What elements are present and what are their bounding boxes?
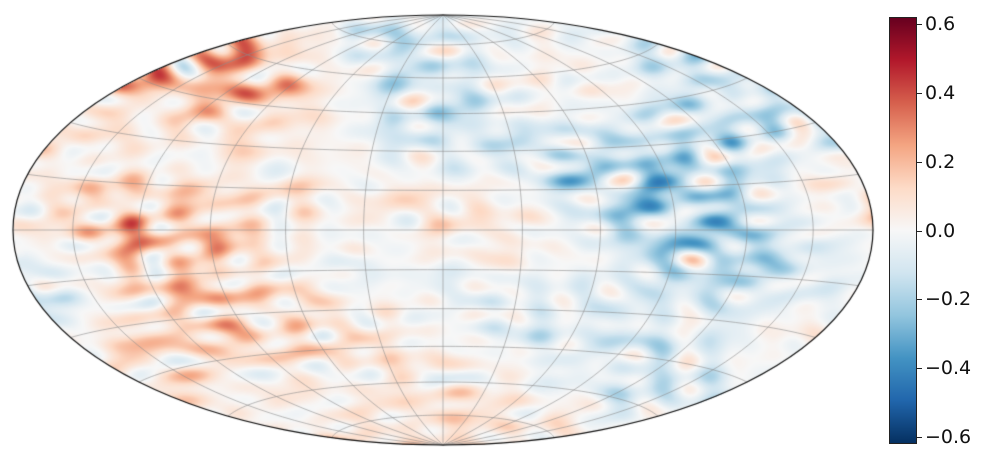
colorbar-tick-label: 0.2: [925, 150, 956, 173]
colorbar-tick: [917, 230, 922, 232]
colorbar-tick-label: 0.0: [925, 219, 956, 242]
colorbar-tick: [917, 299, 922, 301]
colorbar: [889, 17, 917, 444]
colorbar-tick: [917, 92, 922, 94]
colorbar-tick-label: −0.2: [925, 288, 972, 311]
colorbar-tick: [917, 23, 922, 25]
colorbar-tick-label: −0.6: [925, 426, 972, 449]
colorbar-tick: [917, 437, 922, 439]
colorbar-tick: [917, 161, 922, 163]
hammer-projection-map: [0, 0, 880, 468]
colorbar-tick-label: −0.4: [925, 357, 972, 380]
colorbar-tick-label: 0.6: [925, 12, 956, 35]
colorbar-tick: [917, 368, 922, 370]
colorbar-tick-label: 0.4: [925, 81, 956, 104]
